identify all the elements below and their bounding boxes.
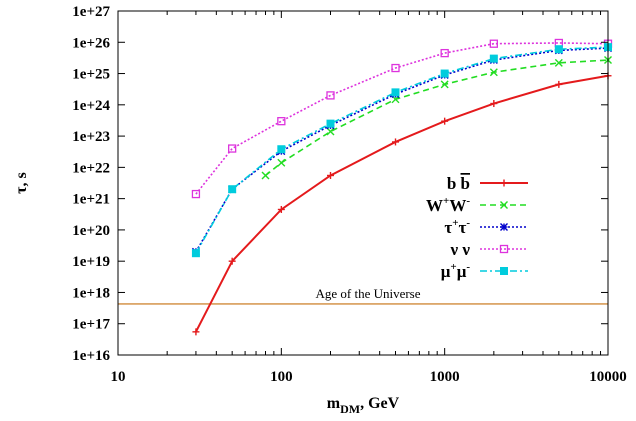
y-tick-label: 1e+17 [72, 317, 110, 333]
x-label-main: m [327, 395, 341, 412]
legend-label: W+​W-​ [426, 195, 470, 215]
legend-label-sup: - [466, 261, 470, 273]
legend-label-part: τ [444, 218, 452, 237]
legend-item-4: μ+​μ-​ [441, 261, 528, 281]
series-3 [191, 38, 613, 199]
point-marker [228, 144, 237, 153]
x-tick-label: 10 [111, 369, 126, 385]
y-tick-label: 1e+22 [72, 160, 110, 176]
point-marker [326, 91, 335, 100]
series-line [195, 47, 609, 253]
point-marker [500, 223, 508, 231]
legend-label-part: b [461, 174, 470, 193]
point-marker [489, 39, 498, 48]
x-label-rest: , GeV [360, 395, 400, 412]
point-marker [489, 54, 498, 63]
series-line [264, 59, 609, 177]
legend-label-part: ν [450, 240, 459, 259]
y-tick-label: 1e+25 [72, 67, 110, 83]
legend-item-3: ν ν [450, 240, 528, 259]
series-group [191, 38, 613, 336]
point-marker [261, 171, 270, 180]
legend-label-part: ν [461, 240, 470, 259]
point-marker [500, 267, 508, 275]
point-marker [191, 189, 201, 199]
series-0 [192, 72, 612, 336]
y-tick-label: 1e+16 [72, 348, 110, 364]
age-of-universe-label: Age of the Universe [315, 286, 420, 301]
point-marker [391, 88, 400, 97]
point-marker [499, 244, 509, 254]
legend-label: μ+​μ-​ [441, 261, 471, 281]
point-marker [277, 145, 286, 154]
point-marker [440, 48, 449, 58]
reference-line-group: Age of the Universe [118, 286, 608, 305]
point-marker [191, 249, 200, 258]
point-marker [326, 127, 335, 136]
point-marker [489, 68, 498, 77]
x-axis-label: mDM, GeV [327, 395, 400, 416]
y-axis-label: τ, s [13, 172, 30, 194]
point-marker [277, 158, 286, 167]
y-tick-label: 1e+18 [72, 285, 110, 301]
y-tick-label: 1e+24 [72, 98, 110, 114]
point-marker [440, 69, 449, 78]
legend-label-sup: + [450, 261, 456, 273]
series-1 [261, 56, 612, 180]
point-marker [440, 80, 449, 89]
plot-frame [117, 10, 609, 356]
legend-label-sup: - [466, 217, 470, 229]
legend-item-2: τ+​τ-​ [444, 217, 528, 237]
y-tick-label: 1e+21 [72, 192, 110, 208]
point-marker [228, 185, 237, 194]
axes-group: 1e+16 1e+17 1e+18 1e+19 1e+20 1e+21 1e+22 1e+23… [72, 4, 626, 385]
point-marker [277, 117, 286, 126]
x-label-sub: DM [340, 402, 360, 416]
legend-label-part: W [449, 196, 466, 215]
point-marker [554, 45, 563, 54]
y-tick-label: 1e+27 [72, 4, 110, 20]
series-4 [191, 43, 612, 258]
legend-label-part: b [447, 174, 456, 193]
x-tick-label: 100 [270, 369, 293, 385]
point-marker [554, 58, 563, 67]
legend-label-part: μ [457, 262, 467, 281]
y-tick-label: 1e+26 [72, 35, 110, 51]
point-marker [391, 63, 400, 73]
y-tick-label: 1e+19 [72, 254, 110, 270]
y-tick-label: 1e+23 [72, 129, 110, 145]
legend-label-part: μ [441, 262, 451, 281]
series-2 [191, 44, 612, 256]
legend: b b W+​W-​τ+​τ-​ ν ν μ+​μ-​ [426, 174, 528, 281]
legend-item-0: b b [447, 174, 528, 193]
legend-label: ν ν [450, 240, 471, 259]
series-line [195, 42, 609, 195]
legend-label-part: W [426, 196, 443, 215]
x-tick-label: 10000 [589, 369, 627, 385]
point-marker [326, 119, 335, 128]
series-line [195, 46, 609, 254]
x-tick-label: 1000 [430, 369, 460, 385]
legend-item-1: W+​W-​ [426, 195, 528, 215]
legend-label-part: τ [458, 218, 466, 237]
legend-label-sup: + [443, 195, 449, 207]
y-tick-label: 1e+20 [72, 223, 110, 239]
legend-label: b b [447, 174, 470, 193]
legend-label: τ+​τ-​ [444, 217, 470, 237]
point-marker [500, 201, 508, 209]
legend-label-sup: - [466, 195, 470, 207]
legend-label-sup: + [452, 217, 458, 229]
